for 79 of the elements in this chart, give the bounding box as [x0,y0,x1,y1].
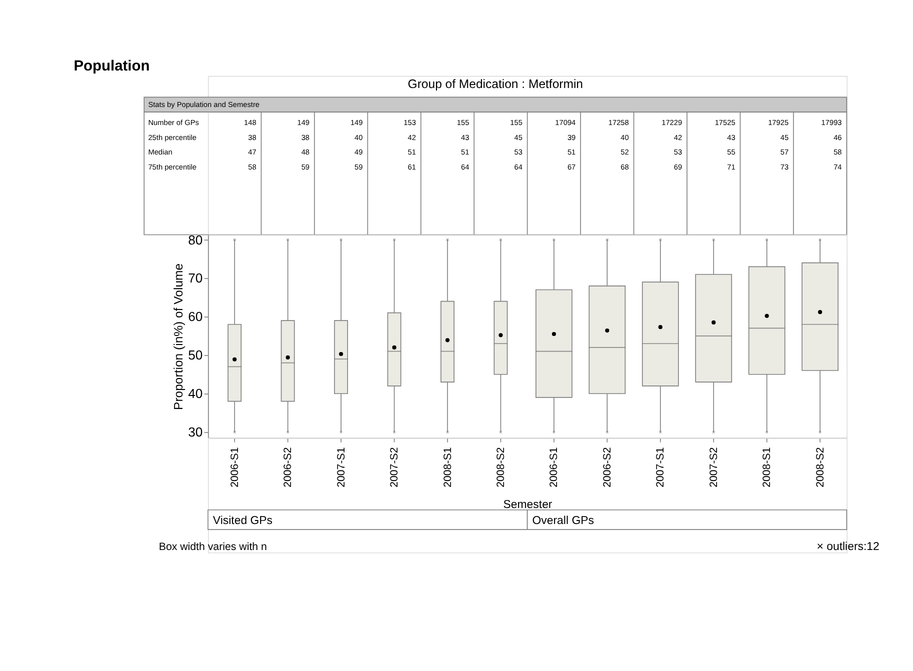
text: Number of GPs [148,118,200,128]
text: 67 [567,162,576,172]
text: 58 [248,162,256,172]
y-tick-label: 50 [188,348,203,363]
text: 51 [408,148,416,157]
y-tick-label: 30 [188,424,203,440]
x-tick-label: 2007-S2 [708,447,720,488]
text: 59 [354,162,363,172]
text: 58 [834,148,842,157]
x-tick-label: 2008-S1 [442,447,454,488]
x-tick-label: 2006-S1 [548,447,560,488]
text: 39 [567,132,576,142]
text: Group of Medication : Metformin [408,77,584,92]
text: 38 [248,132,256,142]
text: 42 [674,132,682,142]
x-tick-label: 2008-S2 [494,447,507,488]
text: 71 [727,162,736,172]
text: 64 [461,162,470,172]
text: 42 [408,132,416,142]
x-tick-label: 2006-S2 [601,447,614,488]
text: 40 [620,132,629,142]
text: 17525 [714,118,736,128]
text: × outliers:12 [816,541,880,554]
text: 153 [404,118,416,128]
text: Overall GPs [532,514,594,527]
text: 51 [461,148,470,157]
text: 17258 [608,118,629,128]
text: Box width varies with n [158,541,268,554]
text: 17229 [662,118,682,128]
text: 53 [514,148,522,157]
text: 47 [248,148,256,157]
text: Stats by Population and Semestre [148,100,260,110]
x-tick-label: 2007-S1 [654,447,667,488]
text: Median [148,148,172,157]
text: 43 [461,132,470,142]
text: 55 [727,148,736,157]
text: 64 [514,162,522,172]
text: Visited GPs [212,514,273,527]
text: 148 [244,118,256,128]
text: 53 [674,148,682,157]
text: 51 [567,148,576,157]
text: 74 [834,162,842,172]
text: 61 [408,162,416,172]
text: Population [74,58,150,75]
x-tick-label: 2008-S2 [814,447,826,488]
text: 149 [350,118,363,128]
x-tick-label: 2006-S2 [282,447,294,488]
text: 59 [301,162,310,172]
text: 155 [456,118,470,128]
text: 17094 [555,118,576,128]
text: 68 [620,162,629,172]
x-tick-label: 2007-S1 [335,447,348,488]
text: 49 [354,148,363,157]
text: 48 [301,148,310,157]
text: 25th percentile [148,132,196,142]
text: 155 [510,118,522,128]
y-axis-title: Proportion (in%) of Volume [171,263,186,410]
y-tick-label: 70 [188,270,203,286]
text: 149 [297,118,310,128]
text: 38 [301,132,310,142]
text: 52 [620,148,629,157]
text: 69 [674,162,682,172]
text: 17993 [821,118,842,128]
y-tick-label: 60 [188,309,203,324]
y-tick-label: 80 [188,232,203,248]
x-axis-title: Semester [503,498,552,511]
text: 57 [780,148,789,157]
text: 40 [354,132,363,142]
x-tick-label: 2007-S2 [388,447,401,488]
text: 46 [834,132,842,142]
text: 75th percentile [148,162,196,172]
text: 45 [780,132,789,142]
x-tick-label: 2008-S1 [761,447,774,488]
x-tick-label: 2006-S1 [228,447,241,488]
text: 43 [727,132,736,142]
text: 73 [780,162,789,172]
y-tick-label: 40 [188,386,203,402]
text: 45 [514,132,522,142]
text: 17925 [768,118,789,128]
